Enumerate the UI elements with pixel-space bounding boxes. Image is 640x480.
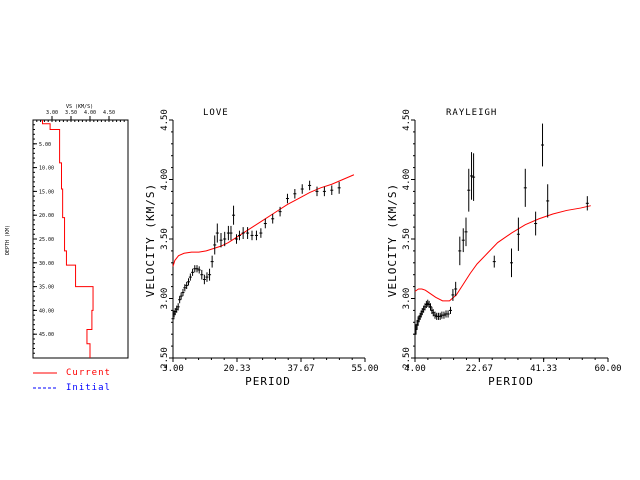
legend: Current Initial [33, 368, 111, 393]
depth-tick-label: 20.00 [39, 213, 54, 219]
depth-tick-label: 45.00 [39, 332, 54, 338]
love-x-tick-label: 37.67 [287, 364, 314, 374]
love-dispersion-chart: LOVE PERIOD VELOCITY (KM/S) 3.00 20.33 37.… [144, 108, 379, 388]
love-y-tick-label: 3.00 [160, 288, 170, 310]
love-model-curve [172, 174, 355, 267]
legend-initial-label: Initial [66, 383, 111, 393]
love-y-tick-label: 3.50 [160, 228, 170, 250]
depth-tick-label: 25.00 [39, 237, 54, 243]
love-x-label: PERIOD [245, 375, 291, 388]
vs-profile-series [42, 120, 94, 358]
vs-tick-label: 4.50 [103, 110, 115, 116]
rayleigh-x-tick-label: 22.67 [466, 364, 493, 374]
rayleigh-y-tick-label: 2.50 [402, 347, 412, 369]
depth-tick-label: 15.00 [39, 189, 54, 195]
love-x-tick-label: 3.00 [162, 364, 184, 374]
rayleigh-x-tick-label: 4.00 [404, 364, 426, 374]
rayleigh-x-ticks: 4.00 22.67 41.33 60.00 [404, 358, 622, 374]
rayleigh-model-curve [414, 205, 591, 302]
rayleigh-y-tick-label: 4.00 [402, 169, 412, 191]
love-observed-points [171, 180, 341, 323]
depth-tick-label: 5.00 [39, 142, 51, 148]
love-y-tick-label: 2.50 [160, 347, 170, 369]
rayleigh-model-line [414, 205, 591, 302]
rayleigh-y-tick-label: 4.50 [402, 109, 412, 131]
love-y-tick-label: 4.00 [160, 169, 170, 191]
love-y-ticks: 2.50 3.00 3.50 4.00 4.50 [160, 109, 173, 369]
love-x-ticks: 3.00 20.33 37.67 55.00 [162, 358, 379, 374]
vs-tick-label: 4.00 [84, 110, 96, 116]
depth-axis-title: DEPTH (KM) [5, 225, 11, 255]
rayleigh-x-tick-label: 60.00 [594, 364, 621, 374]
rayleigh-y-tick-label: 3.00 [402, 288, 412, 310]
love-x-tick-label: 20.33 [223, 364, 250, 374]
love-y-label: VELOCITY (KM/S) [144, 183, 157, 297]
vs-tick-label: 3.00 [46, 110, 58, 116]
depth-tick-label: 35.00 [39, 285, 54, 291]
rayleigh-y-tick-label: 3.50 [402, 228, 412, 250]
vs-axis-title: VS (KM/S) [66, 104, 93, 110]
legend-current-label: Current [66, 368, 111, 378]
depth-tick-label: 40.00 [39, 308, 54, 314]
rayleigh-x-label: PERIOD [488, 375, 534, 388]
rayleigh-observed-points [413, 123, 589, 339]
vs-depth-profile-chart: VS (KM/S) DEPTH (KM) 3.00 3.50 4.00 4.50 5.… [5, 104, 129, 359]
love-y-tick-label: 4.50 [160, 109, 170, 131]
love-title: LOVE [203, 108, 229, 118]
rayleigh-y-ticks: 2.50 3.00 3.50 4.00 4.50 [402, 109, 415, 369]
rayleigh-dispersion-chart: RAYLEIGH PERIOD VELOCITY (KM/S) 4.00 22.6… [386, 108, 622, 388]
rayleigh-x-tick-label: 41.33 [530, 364, 557, 374]
depth-axis-ticks: 5.00 10.00 15.00 20.00 25.00 30.00 35.00 40.00 4… [33, 119, 54, 359]
depth-tick-label: 30.00 [39, 261, 54, 267]
rayleigh-title: RAYLEIGH [446, 108, 497, 118]
love-model-line [172, 174, 355, 267]
depth-tick-label: 10.00 [39, 166, 54, 172]
rayleigh-y-label: VELOCITY (KM/S) [386, 183, 399, 297]
vs-series-current [42, 120, 94, 358]
love-x-tick-label: 55.00 [351, 364, 378, 374]
vs-axis-ticks: 3.00 3.50 4.00 4.50 [32, 110, 129, 122]
vs-tick-label: 3.50 [65, 110, 77, 116]
